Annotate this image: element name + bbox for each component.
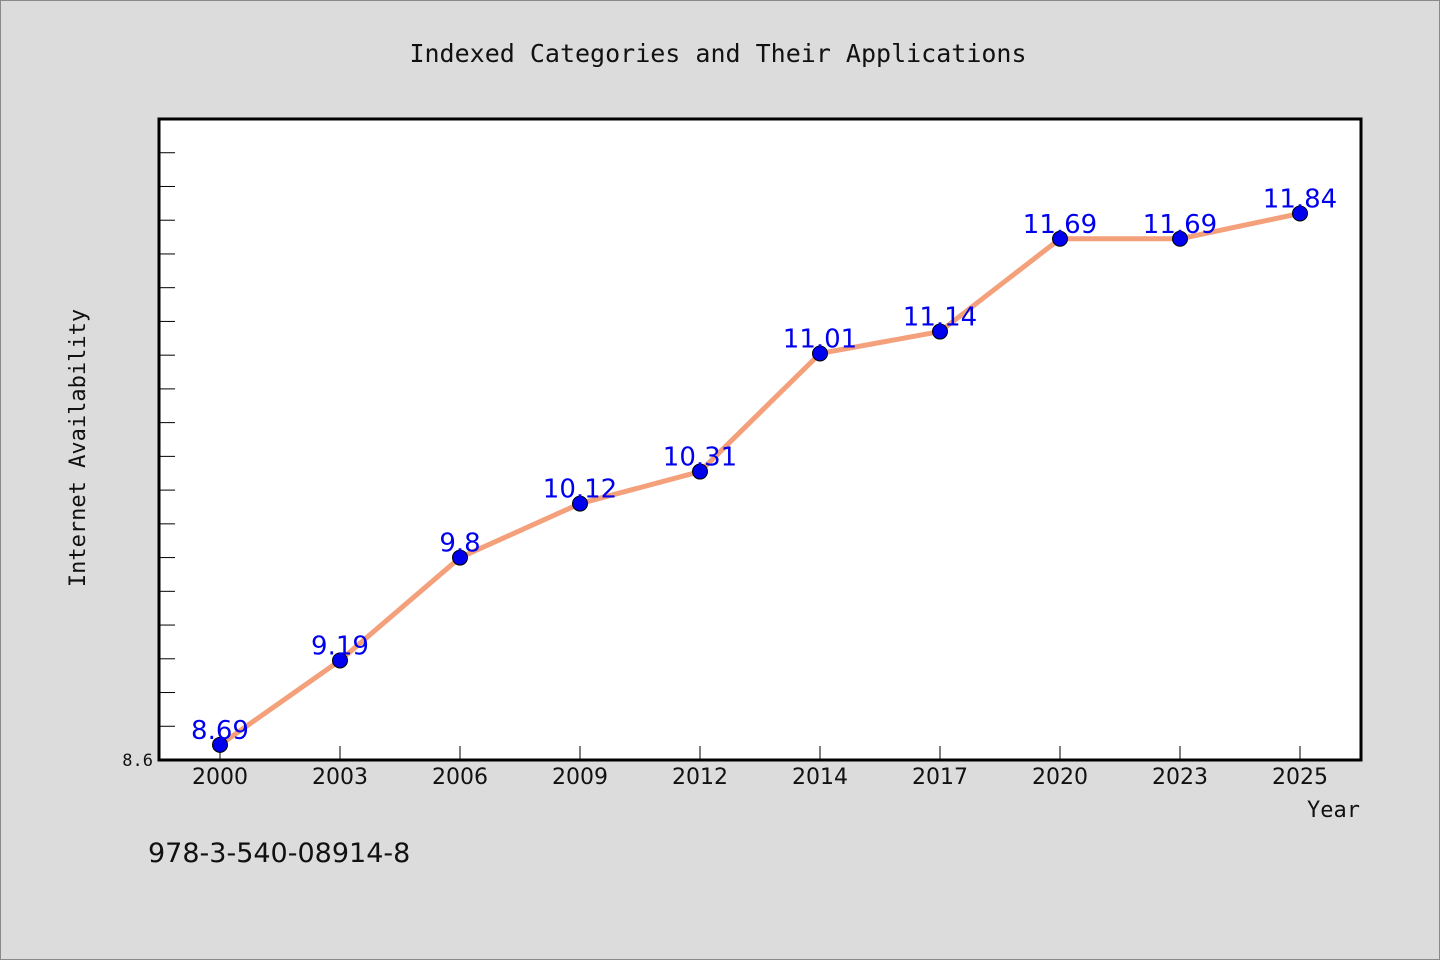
data-label: 11.84: [1263, 184, 1337, 214]
data-label: 8.69: [191, 716, 249, 746]
footer-identifier: 978-3-540-08914-8: [148, 838, 410, 869]
x-axis-tick-labels: 2000 2003 2006 2009 2012 2014 2017 2020 2023 2025: [192, 765, 1328, 790]
data-label: 11.14: [903, 303, 977, 333]
x-tick-label: 2025: [1272, 765, 1328, 790]
plot-area: [157, 117, 1363, 762]
data-point: [572, 495, 588, 512]
data-point: [212, 736, 228, 753]
x-tick-label: 2012: [672, 765, 728, 790]
x-tick-label: 2003: [312, 765, 368, 790]
x-tick-label: 2006: [432, 765, 488, 790]
data-labels: 8.69 9.19 9.8 10.12 10.31 11.01 11.14 11.69 11.6…: [191, 184, 1337, 745]
y-axis-tick-labels: 8.6: [122, 751, 153, 771]
data-point: [932, 323, 948, 340]
data-label: 10.12: [543, 475, 617, 505]
data-point: [332, 652, 348, 669]
data-point: [1292, 205, 1308, 222]
y-axis-ticks: [159, 152, 175, 727]
series-line: [217, 210, 1303, 748]
x-tick-label: 2020: [1032, 765, 1088, 790]
chart-title: Indexed Categories and Their Application…: [409, 39, 1026, 68]
x-tick-label: 2009: [552, 765, 608, 790]
data-label: 11.69: [1023, 210, 1097, 240]
data-point: [812, 345, 828, 362]
x-tick-label: 2000: [192, 765, 248, 790]
data-point: [692, 463, 708, 480]
x-axis-label: Year: [1307, 798, 1360, 823]
data-point: [1172, 230, 1188, 247]
data-label: 11.69: [1143, 210, 1217, 240]
data-label: 9.19: [311, 631, 369, 661]
data-point: [452, 549, 468, 566]
x-tick-label: 2014: [792, 765, 848, 790]
data-label: 9.8: [439, 529, 480, 559]
data-label: 10.31: [663, 443, 737, 473]
y-tick-label: 8.6: [122, 751, 153, 771]
data-label: 11.01: [783, 324, 857, 354]
x-tick-label: 2023: [1152, 765, 1208, 790]
series-markers: [212, 205, 1308, 753]
data-point: [1052, 230, 1068, 247]
x-tick-label: 2017: [912, 765, 968, 790]
x-axis-ticks: [219, 746, 1301, 760]
y-axis-label: Internet Availability: [66, 309, 91, 587]
